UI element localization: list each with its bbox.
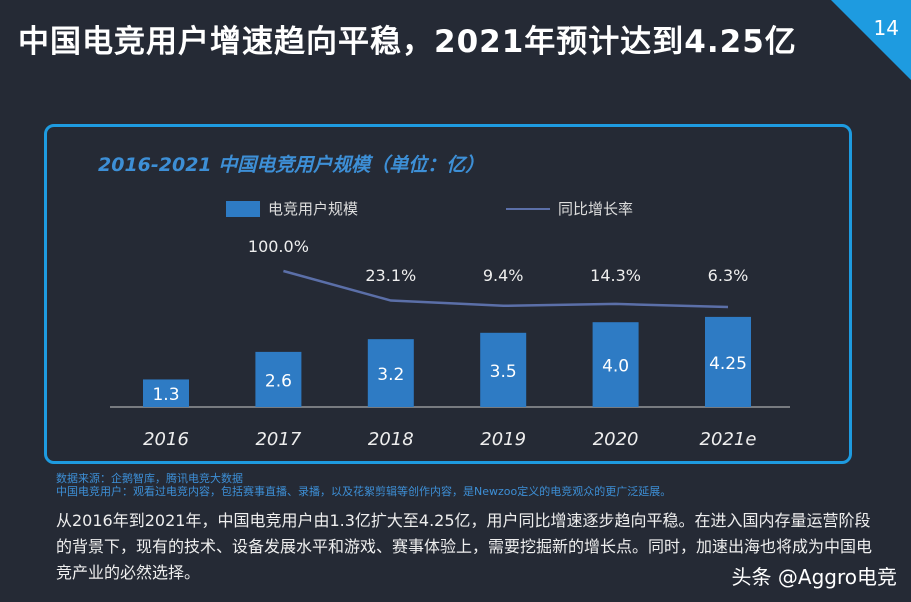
definition-note: 中国电竞用户：观看过电竞内容，包括赛事直播、录播，以及花絮剪辑等创作内容，是Ne… xyxy=(56,485,672,498)
brand-watermark: 头条 @Aggro电竞 xyxy=(731,565,897,589)
line-label: 14.3% xyxy=(590,266,641,285)
legend-label: 同比增长率 xyxy=(558,200,634,218)
x-tick-label: 2019 xyxy=(480,429,526,450)
legend-label: 电竞用户规模 xyxy=(268,200,359,218)
line-label: 6.3% xyxy=(708,266,749,285)
source-note: 数据来源：企鹅智库，腾讯电竞大数据 xyxy=(56,472,243,485)
x-tick-label: 2021e xyxy=(700,429,757,450)
legend-swatch xyxy=(226,200,260,217)
chart-frame xyxy=(44,124,852,464)
legend-line: 同比增长率 xyxy=(506,198,633,219)
legend-bar: 电竞用户规模 xyxy=(226,198,358,219)
corner-decoration xyxy=(831,0,911,80)
bar xyxy=(255,351,302,407)
bar xyxy=(705,316,751,407)
bar-label: 1.3 xyxy=(152,385,179,405)
growth-line xyxy=(283,269,729,309)
bar xyxy=(367,339,414,407)
line-label: 9.4% xyxy=(483,266,524,285)
summary-paragraph: 从2016年到2021年，中国电竞用户由1.3亿扩大至4.25亿，用户同比增速逐… xyxy=(56,511,873,582)
x-tick-label: 2017 xyxy=(255,429,301,450)
x-tick-label: 2016 xyxy=(143,429,189,450)
line-label: 100.0% xyxy=(248,237,309,256)
legend-swatch xyxy=(506,207,550,210)
bar-label: 2.6 xyxy=(265,371,292,391)
bar-label: 4.0 xyxy=(602,357,629,377)
chart-title: 2016-2021 中国电竞用户规模（单位：亿） xyxy=(98,154,485,176)
bar-label: 3.2 xyxy=(377,365,404,385)
bar xyxy=(480,332,527,407)
bar xyxy=(592,322,639,407)
x-tick-label: 2018 xyxy=(368,429,414,450)
bar-label: 3.5 xyxy=(490,362,517,382)
line-label: 23.1% xyxy=(365,266,416,285)
notes: 数据来源：企鹅智库，腾讯电竞大数据 中国电竞用户：观看过电竞内容，包括赛事直播、… xyxy=(56,472,671,498)
bar xyxy=(143,379,189,407)
x-tick-label: 2020 xyxy=(593,429,639,450)
bar-label: 4.25 xyxy=(709,354,747,374)
page-number: 14 xyxy=(873,16,899,40)
page-title: 中国电竞用户增速趋向平稳，2021年预计达到4.25亿 xyxy=(18,24,797,60)
